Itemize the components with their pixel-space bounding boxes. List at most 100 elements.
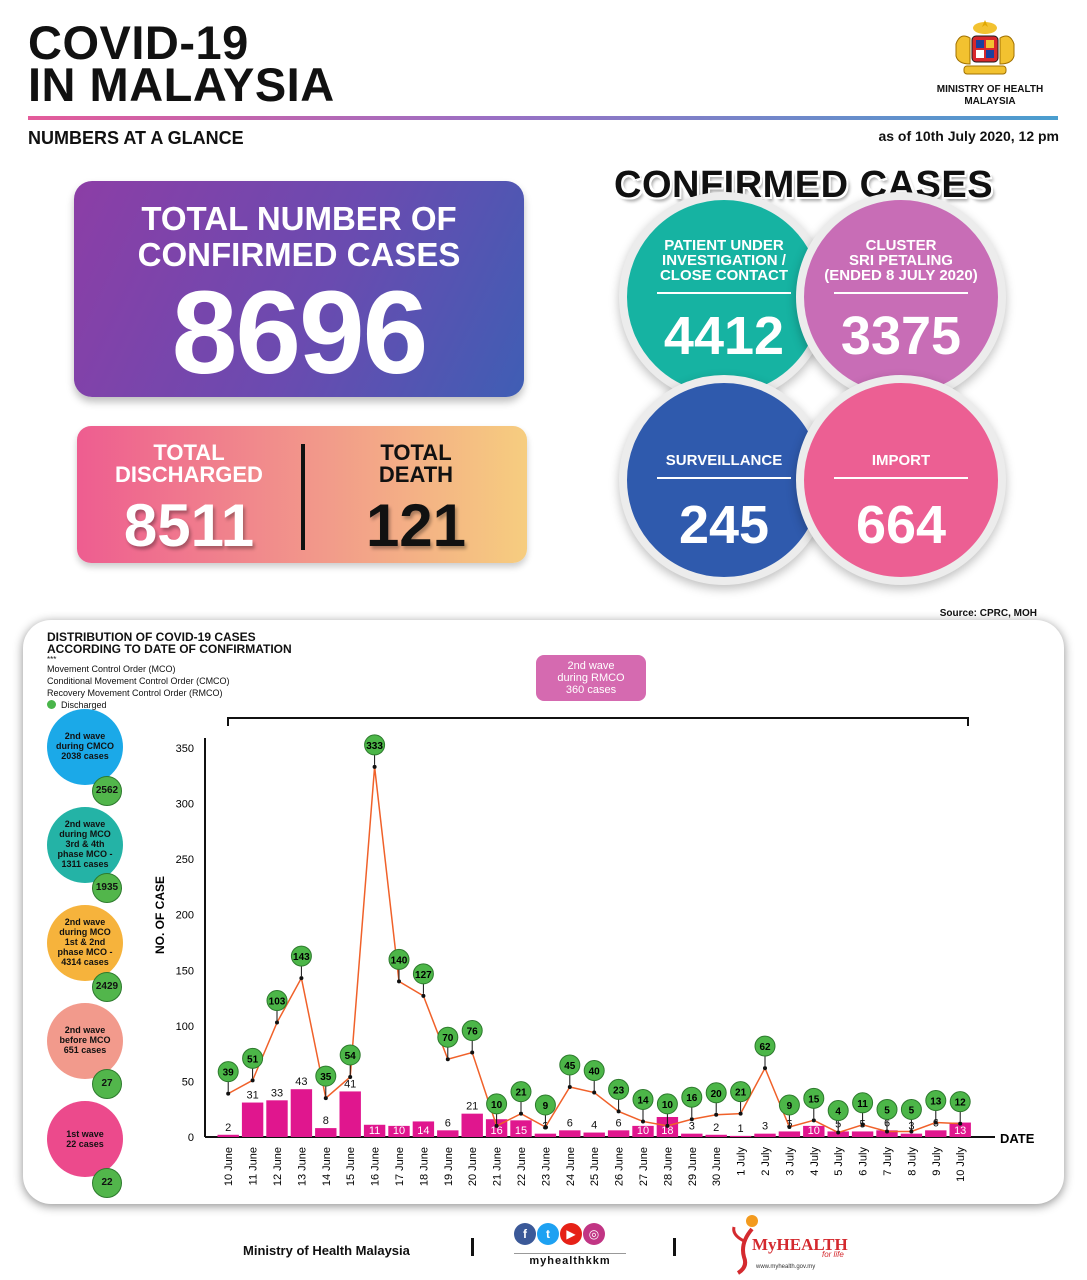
bar-value-label: 11 [369,1125,380,1137]
facebook-icon[interactable]: f [514,1223,536,1245]
cluster-label: CLUSTER SRI PETALING (ENDED 8 JULY 2020) [824,237,978,284]
discharged-value-label: 10 [491,1100,503,1111]
discharged-point [885,1129,889,1134]
x-tick-label: 5 July [833,1147,845,1176]
bar [681,1133,703,1137]
bar-value-label: 10 [393,1125,405,1137]
bar [949,1122,971,1137]
x-tick-label: 30 June [711,1147,723,1186]
discharged-marker [534,1094,556,1116]
discharged-marker [315,1065,337,1087]
x-tick-label: 2 July [760,1147,772,1176]
x-tick-label: 16 June [370,1147,382,1186]
bar [461,1113,483,1137]
y-tick-label: 0 [188,1132,194,1144]
wave-first-circle: 1st wave 22 cases [47,1101,123,1177]
legend-rmco: Recovery Movement Control Order (RMCO) [47,688,223,698]
discharged-point [250,1078,255,1083]
discharged-marker [339,1044,361,1066]
discharged-value-label: 11 [857,1099,868,1110]
bar-value-label: 4 [591,1120,597,1132]
total-confirmed-label: TOTAL NUMBER OF CONFIRMED CASES [137,200,461,273]
social-icons: f t ▶ ◎ [514,1223,606,1245]
x-tick-label: 7 July [882,1147,894,1176]
as-of-date: as of 10th July 2020, 12 pm [878,128,1059,144]
discharged-value-label: 76 [467,1027,479,1038]
x-tick-label: 8 July [906,1147,918,1176]
twitter-icon[interactable]: t [537,1223,559,1245]
x-tick-label: 11 June [248,1147,260,1185]
bar-value-label: 41 [344,1078,356,1090]
x-tick-label: 19 June [443,1147,455,1186]
pui-divider [657,292,791,294]
y-tick-label: 250 [176,854,194,866]
legend-asterisks: *** [47,655,57,664]
ministry-label: MINISTRY OF HEALTH MALAYSIA [936,84,1044,107]
discharged-marker [217,1061,239,1083]
footer-separator [471,1238,474,1256]
wave-cmco-circle: 2nd wave during CMCO 2038 cases [47,709,123,785]
discharged-marker [412,963,434,985]
death-label: TOTAL DEATH [378,440,454,487]
bar-value-label: 6 [567,1117,573,1129]
bar-value-label: 6 [616,1117,622,1129]
bar [632,1125,654,1137]
discharged-point [567,1084,572,1089]
discharged-point [592,1090,597,1095]
discharged-point [763,1066,767,1071]
instagram-icon[interactable]: ◎ [583,1223,605,1245]
myhealth-logo-text: MyHEALTH [752,1235,848,1254]
x-tick-label: 4 July [809,1147,821,1176]
discharged-value-label: 9 [543,1101,549,1112]
discharged-point [836,1130,841,1135]
bar [559,1130,581,1137]
x-tick-label: 9 July [931,1147,943,1176]
x-tick-label: 27 June [638,1147,650,1186]
x-axis-title: DATE [1000,1131,1035,1146]
myhealth-url[interactable]: www.myhealth.gov.my [756,1264,816,1270]
bar [363,1124,386,1137]
social-handle[interactable]: myhealthkkm [514,1253,626,1267]
y-tick-label: 350 [176,743,194,755]
bar-value-label: 2 [713,1122,719,1134]
bar [437,1130,459,1137]
discharged-value-label: 21 [735,1088,747,1099]
y-tick-label: 50 [182,1076,194,1088]
discharged-value-label: 10 [662,1100,674,1111]
malaysia-coat-of-arms-icon [955,20,1015,75]
bar-value-label: 10 [808,1125,820,1137]
discharged-value-label: 140 [391,955,408,966]
bar [339,1091,361,1137]
import-value: 664 [855,495,947,555]
discharged-value-label: 54 [345,1051,357,1062]
discharged-point [860,1122,865,1127]
discharged-marker [827,1100,849,1122]
youtube-icon[interactable]: ▶ [560,1223,582,1245]
bar [388,1125,410,1137]
myhealth-figure-icon [732,1215,758,1275]
bar-value-label: 31 [246,1090,258,1102]
total-confirmed-card: TOTAL NUMBER OF CONFIRMED CASES 8696 [74,181,524,397]
discharged-point [421,993,426,998]
x-tick-label: 25 June [589,1147,601,1186]
discharged-value-label: 333 [366,741,383,752]
title-line-2: IN MALAYSIA [28,58,335,111]
discharged-value-label: 39 [223,1068,235,1079]
discharged-value-label: 143 [293,952,310,963]
wave-before-mco-discharged-badge: 27 [92,1069,122,1099]
discharged-value-label: 9 [787,1101,793,1112]
bar [412,1121,435,1137]
discharged-marker [632,1088,654,1110]
bar [266,1100,288,1137]
discharged-value-label: 14 [637,1095,649,1106]
discharged-marker [925,1090,947,1112]
bar [900,1133,923,1137]
discharged-value: 8511 [123,492,255,559]
bar [925,1130,947,1137]
x-tick-label: 3 July [784,1147,796,1176]
bar [803,1125,825,1137]
bar-value-label: 21 [466,1101,478,1113]
wave-mco-12-discharged-badge: 2429 [92,972,122,1002]
rmco-wave-tag: 2nd wave during RMCO 360 cases [536,655,646,701]
wave-first-discharged-badge: 22 [92,1168,122,1198]
